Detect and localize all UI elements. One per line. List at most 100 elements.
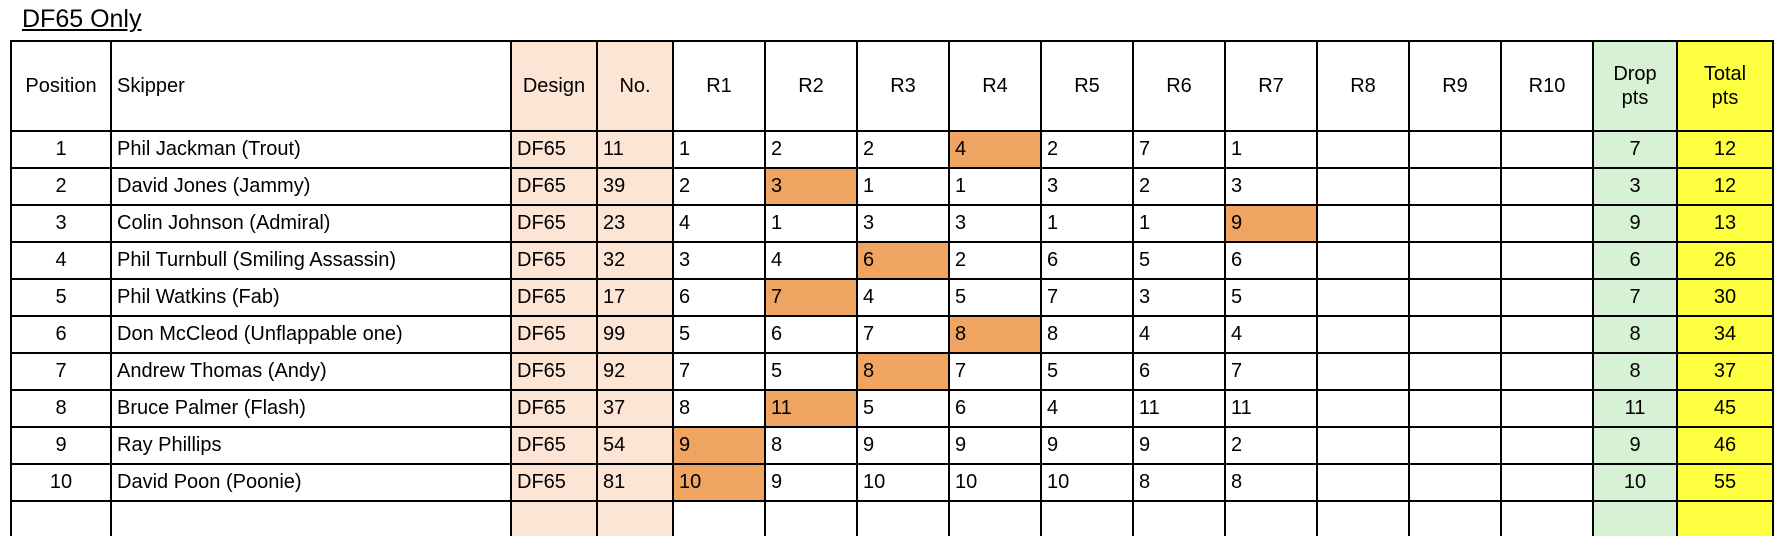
- cell-total: 46: [1676, 426, 1774, 465]
- cell-r1: 1: [672, 130, 766, 169]
- cell-r7: 7: [1224, 352, 1318, 391]
- column-header-r8: R8: [1316, 40, 1410, 132]
- cell-skipper: Phil Jackman (Trout): [110, 130, 512, 169]
- cell-r7: 5: [1224, 278, 1318, 317]
- cell-drop: 7: [1592, 130, 1678, 169]
- cell-r8: [1316, 241, 1410, 280]
- cell-r7: 4: [1224, 315, 1318, 354]
- cell-skipper: Don McCleod (Unflappable one): [110, 315, 512, 354]
- cell-r1: 3: [672, 241, 766, 280]
- cell-r5: [1040, 500, 1134, 536]
- cell-no: 11: [596, 130, 674, 169]
- cell-r7: 2: [1224, 426, 1318, 465]
- cell-r6: 4: [1132, 315, 1226, 354]
- cell-skipper: Bruce Palmer (Flash): [110, 389, 512, 428]
- cell-total: 12: [1676, 167, 1774, 206]
- cell-total: 30: [1676, 278, 1774, 317]
- cell-r3: 1: [856, 167, 950, 206]
- cell-r2: 6: [764, 315, 858, 354]
- column-header-design: Design: [510, 40, 598, 132]
- cell-r2: 11: [764, 389, 858, 428]
- column-header-position: Position: [10, 40, 112, 132]
- cell-r3: [856, 500, 950, 536]
- cell-r8: [1316, 204, 1410, 243]
- cell-position: 5: [10, 278, 112, 317]
- cell-total: 45: [1676, 389, 1774, 428]
- cell-r7: [1224, 500, 1318, 536]
- cell-r3: 7: [856, 315, 950, 354]
- cell-r6: 3: [1132, 278, 1226, 317]
- cell-r1: 9: [672, 426, 766, 465]
- table-row: 4 Phil Turnbull (Smiling Assassin) DF65 32 3…: [10, 241, 1774, 280]
- cell-position: 1: [10, 130, 112, 169]
- cell-no: 54: [596, 426, 674, 465]
- cell-r9: [1408, 167, 1502, 206]
- cell-r5: 8: [1040, 315, 1134, 354]
- table-row: 1 Phil Jackman (Trout) DF65 11 1 2 2 4 2 7 1 7 12: [10, 130, 1774, 169]
- cell-no: 92: [596, 352, 674, 391]
- cell-r5: 1: [1040, 204, 1134, 243]
- cell-no: [596, 500, 674, 536]
- cell-r4: 6: [948, 389, 1042, 428]
- cell-total: 55: [1676, 463, 1774, 502]
- cell-r7: 3: [1224, 167, 1318, 206]
- cell-r4: 3: [948, 204, 1042, 243]
- column-header-r6: R6: [1132, 40, 1226, 132]
- cell-position: 10: [10, 463, 112, 502]
- table-row: 3 Colin Johnson (Admiral) DF65 23 4 1 3 3 1 1 9 9 13: [10, 204, 1774, 243]
- cell-r9: [1408, 352, 1502, 391]
- cell-drop: 9: [1592, 204, 1678, 243]
- cell-r2: 2: [764, 130, 858, 169]
- column-header-r1: R1: [672, 40, 766, 132]
- cell-total: 12: [1676, 130, 1774, 169]
- cell-r6: 11: [1132, 389, 1226, 428]
- cell-r1: 4: [672, 204, 766, 243]
- cell-r8: [1316, 130, 1410, 169]
- cell-r8: [1316, 315, 1410, 354]
- cell-r6: 7: [1132, 130, 1226, 169]
- cell-total: 13: [1676, 204, 1774, 243]
- results-table-header: Position Skipper Design No. R1 R2 R3 R4 R5 R6 R7 R8…: [10, 40, 1774, 132]
- header-row: Position Skipper Design No. R1 R2 R3 R4 R5 R6 R7 R8…: [10, 40, 1774, 132]
- cell-r4: 10: [948, 463, 1042, 502]
- cell-r2: 4: [764, 241, 858, 280]
- cell-r8: [1316, 426, 1410, 465]
- table-row: 10 David Poon (Poonie) DF65 81 10 9 10 10 10 8 8 10…: [10, 463, 1774, 502]
- cell-design: DF65: [510, 352, 598, 391]
- cell-r3: 6: [856, 241, 950, 280]
- cell-skipper: Ray Phillips: [110, 426, 512, 465]
- cell-r7: 6: [1224, 241, 1318, 280]
- cell-r6: [1132, 500, 1226, 536]
- cell-r2: 7: [764, 278, 858, 317]
- cell-drop: 8: [1592, 352, 1678, 391]
- cell-r4: 5: [948, 278, 1042, 317]
- cell-r8: [1316, 389, 1410, 428]
- cell-r6: 9: [1132, 426, 1226, 465]
- cell-drop: 8: [1592, 315, 1678, 354]
- cell-r9: [1408, 463, 1502, 502]
- cell-total: 34: [1676, 315, 1774, 354]
- table-row: 5 Phil Watkins (Fab) DF65 17 6 7 4 5 7 3 5 7 30: [10, 278, 1774, 317]
- cell-r6: 6: [1132, 352, 1226, 391]
- cell-r9: [1408, 500, 1502, 536]
- cell-design: DF65: [510, 315, 598, 354]
- cell-r8: [1316, 463, 1410, 502]
- cell-r1: 6: [672, 278, 766, 317]
- cell-r1: 10: [672, 463, 766, 502]
- cell-r9: [1408, 389, 1502, 428]
- table-row: 8 Bruce Palmer (Flash) DF65 37 8 11 5 6 4 11 11 11 4…: [10, 389, 1774, 428]
- cell-r6: 8: [1132, 463, 1226, 502]
- cell-drop: 6: [1592, 241, 1678, 280]
- cell-r10: [1500, 315, 1594, 354]
- column-header-r2: R2: [764, 40, 858, 132]
- column-header-skipper: Skipper: [110, 40, 512, 132]
- column-header-r10: R10: [1500, 40, 1594, 132]
- cell-r2: 1: [764, 204, 858, 243]
- cell-skipper: David Poon (Poonie): [110, 463, 512, 502]
- cell-r10: [1500, 241, 1594, 280]
- cell-r9: [1408, 241, 1502, 280]
- cell-r3: 9: [856, 426, 950, 465]
- cell-r1: 7: [672, 352, 766, 391]
- table-row: 6 Don McCleod (Unflappable one) DF65 99 5 6 7 8…: [10, 315, 1774, 354]
- column-header-r4: R4: [948, 40, 1042, 132]
